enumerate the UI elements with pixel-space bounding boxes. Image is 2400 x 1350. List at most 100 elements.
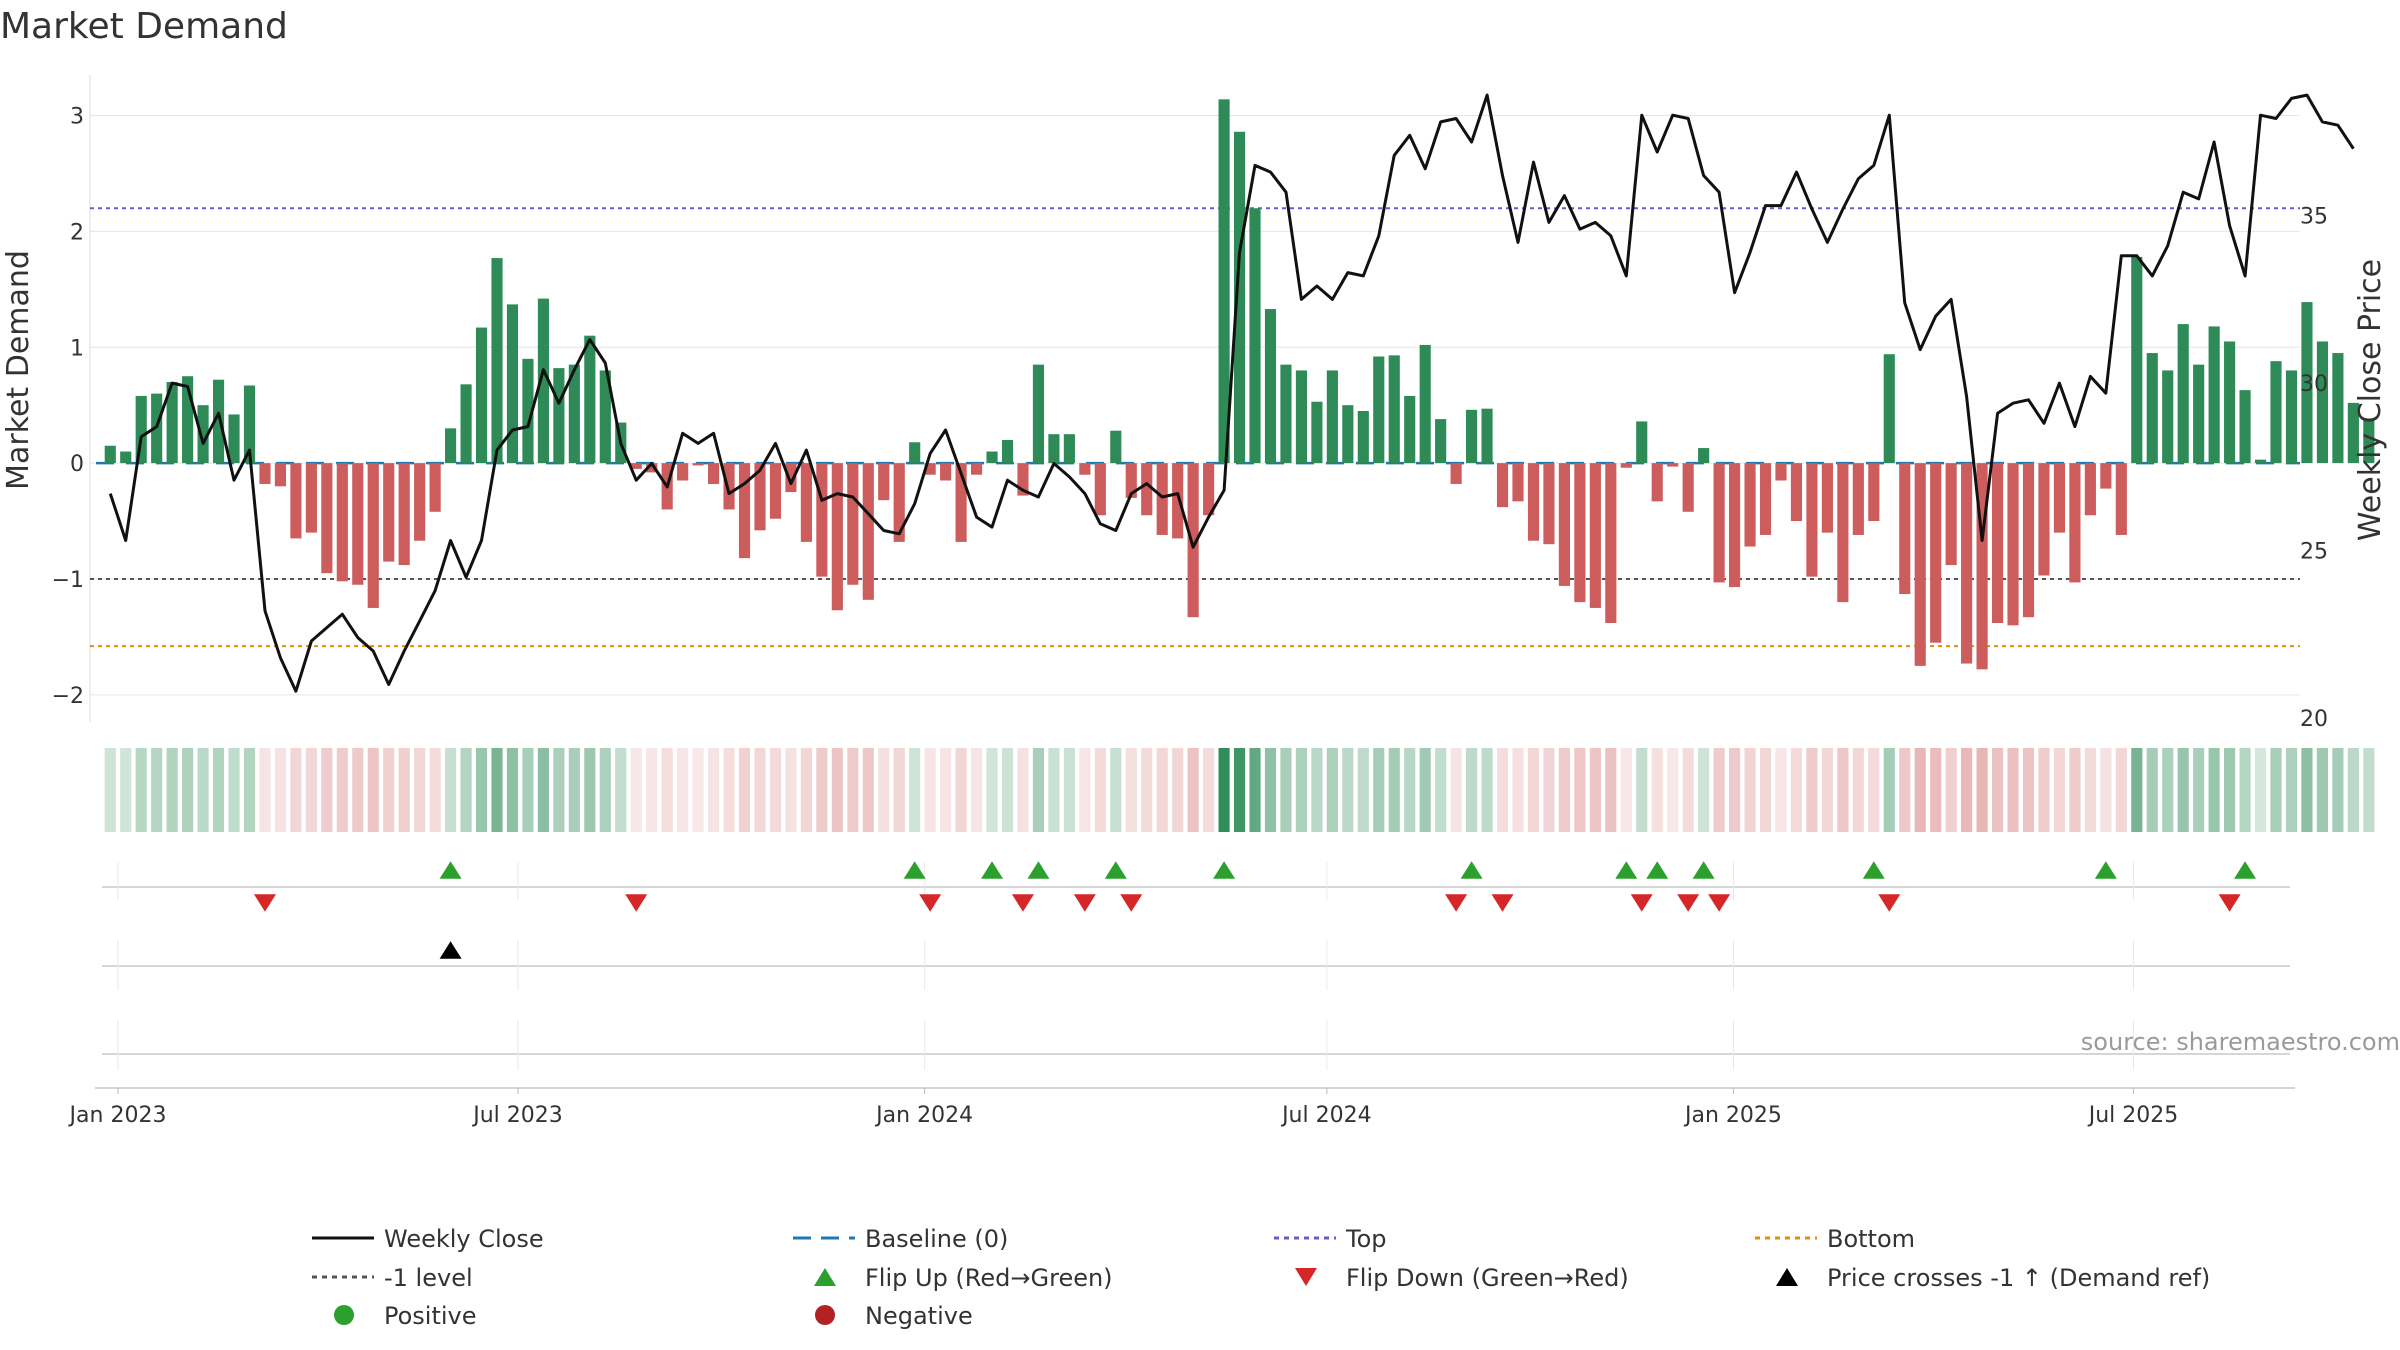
demand-bar: [970, 463, 983, 475]
regime-cell: [1094, 748, 1106, 832]
right-tick-label: 30: [2300, 372, 2328, 397]
left-axis-label: Market Demand: [1, 250, 36, 490]
demand-bar: [2285, 370, 2298, 464]
demand-bar: [2347, 402, 2359, 464]
demand-bar: [986, 451, 998, 464]
demand-bar: [1744, 463, 1756, 547]
regime-cell: [2115, 748, 2127, 832]
demand-bar: [429, 463, 441, 512]
legend-swatch-triangle-up: [814, 1268, 836, 1286]
regime-cell: [1496, 748, 1509, 832]
regime-cell: [321, 748, 333, 832]
regime-cell: [1868, 748, 1880, 832]
demand-bar: [800, 463, 812, 542]
demand-bar: [352, 463, 364, 585]
regime-cell: [2332, 748, 2344, 832]
demand-bar: [1466, 409, 1478, 464]
regime-cell: [661, 748, 673, 832]
demand-bar: [1620, 463, 1632, 468]
x-tick-label: Jul 2024: [1280, 1103, 1372, 1128]
right-tick-label: 20: [2300, 707, 2328, 732]
regime-cell: [491, 748, 503, 832]
demand-bar: [1295, 370, 1307, 464]
legend-swatch-circle: [815, 1305, 835, 1325]
legend-label: Flip Down (Green→Red): [1346, 1264, 1629, 1292]
demand-bar: [1357, 410, 1369, 464]
regime-cell: [2146, 748, 2158, 832]
demand-bar: [1017, 463, 1029, 496]
x-tick-label: Jan 2023: [68, 1103, 167, 1128]
right-tick-label: 25: [2300, 540, 2328, 565]
demand-bar: [1775, 463, 1787, 481]
regime-cell: [1605, 748, 1617, 832]
demand-bar: [630, 463, 642, 469]
demand-bar: [1806, 463, 1818, 577]
demand-bar: [1404, 395, 1416, 464]
regime-cell: [1713, 748, 1725, 832]
regime-cell: [692, 748, 704, 832]
regime-cell: [2316, 748, 2328, 832]
regime-cell: [878, 748, 890, 832]
regime-cell: [1203, 748, 1215, 832]
regime-cell: [2285, 748, 2298, 832]
demand-bar: [1914, 463, 1926, 666]
regime-cell: [2347, 748, 2359, 832]
flip-down-marker: [1445, 894, 1468, 912]
demand-bar: [1280, 364, 1292, 464]
demand-bar: [878, 463, 890, 501]
demand-bar: [243, 385, 256, 464]
regime-cell: [940, 748, 952, 832]
x-tick-label: Jan 2024: [874, 1103, 973, 1128]
demand-bar: [1837, 463, 1849, 603]
x-tick-label: Jul 2025: [2087, 1103, 2179, 1128]
demand-bar: [2193, 364, 2205, 464]
regime-cell: [1249, 748, 1261, 832]
demand-bar: [1233, 131, 1246, 464]
regime-cell: [197, 748, 209, 832]
regime-cell: [475, 748, 488, 832]
regime-cell: [135, 748, 147, 832]
regime-cell: [398, 748, 410, 832]
legend-label: Baseline (0): [865, 1225, 1008, 1253]
demand-bar: [1063, 434, 1075, 464]
demand-bar: [1311, 401, 1323, 464]
demand-bar: [1079, 463, 1091, 475]
regime-cell: [1032, 748, 1045, 832]
demand-bar: [893, 463, 905, 542]
weekly-close-polyline: [108, 93, 2355, 693]
regime-cell: [120, 748, 132, 832]
regime-cell: [228, 748, 240, 832]
demand-bar: [1868, 463, 1880, 522]
demand-bar: [831, 463, 843, 611]
demand-bar: [2239, 390, 2251, 464]
flip-up-marker: [1862, 861, 1885, 879]
regime-cell: [1930, 748, 1942, 832]
demand-bar: [909, 442, 921, 464]
regime-cell: [367, 748, 379, 832]
regime-cell: [1141, 748, 1153, 832]
flip-down-marker: [1120, 894, 1143, 912]
regime-cell: [893, 748, 905, 832]
regime-cell: [1481, 748, 1493, 832]
demand-bar: [1589, 463, 1601, 608]
regime-cell: [1837, 748, 1849, 832]
regime-cell: [2193, 748, 2205, 832]
regime-cell: [1698, 748, 1710, 832]
demand-bar: [537, 298, 549, 464]
demand-bar: [475, 327, 488, 464]
regime-cell: [615, 748, 627, 832]
demand-bar: [460, 384, 472, 464]
regime-cell: [1883, 748, 1895, 832]
demand-bar: [1883, 354, 1895, 464]
demand-bar: [166, 382, 178, 464]
regime-cell: [862, 748, 874, 832]
legend-label: Positive: [384, 1302, 477, 1330]
regime-cell: [1651, 748, 1663, 832]
demand-bar: [1961, 463, 1973, 664]
left-tick-label: 0: [70, 452, 84, 477]
regime-strip: [104, 748, 2375, 832]
regime-cell: [1914, 748, 1926, 832]
demand-bar: [197, 405, 209, 464]
demand-bar: [723, 463, 735, 510]
demand-bar: [259, 463, 271, 484]
